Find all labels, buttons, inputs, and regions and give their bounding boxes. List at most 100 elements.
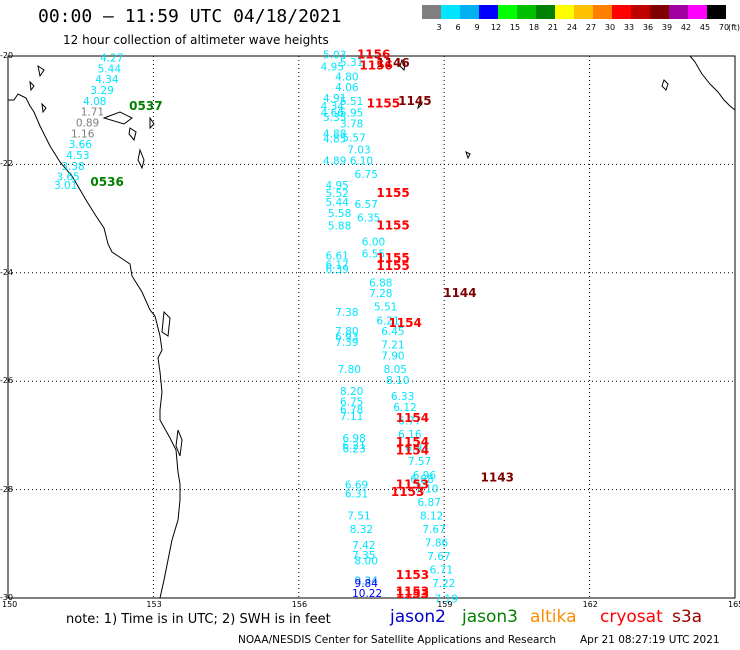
swh-value: 6.17 [325,259,348,271]
swh-value: 7.28 [369,288,392,300]
legend-label: 42 [681,23,691,32]
swh-value: 6.93 [405,443,428,455]
lat-tick-label: -28 [0,484,14,494]
pass-time-label: 1146 [376,56,409,70]
swh-value: 1.71 [81,107,104,119]
legend-swatch [707,5,726,19]
island-coast [149,116,155,130]
swh-value: 6.96 [413,470,437,482]
swh-value: 7.42 [352,540,375,552]
swh-value: 6.12 [393,402,416,414]
swh-value: 4.89 [323,155,346,167]
swh-value: 6.93 [335,332,358,344]
swh-value: 3.01 [54,180,77,192]
footer-note: note: 1) Time is in UTC; 2) SWH is in fe… [66,612,331,627]
swh-value: 6.57 [355,199,378,211]
swh-value: 8.32 [350,524,373,536]
page-title: 00:00 – 11:59 UTC 04/18/2021 [38,6,342,27]
swh-value: 5.03 [323,50,346,62]
swh-value: 5.44 [98,63,122,75]
pass-time-label: 1153 [396,568,429,582]
coastline [8,55,736,599]
swh-value: 4.34 [321,101,345,113]
legend-swatch [422,5,441,19]
legend-swatch [460,5,479,19]
legend-swatch [555,5,574,19]
island-coast [102,111,133,125]
pass-time-label: 1153 [396,587,429,601]
swh-value: 5.35 [323,112,346,124]
pass-time-label: 1155 [376,259,409,273]
pass-times: 0537053611561146115611451155115511551155… [90,48,514,601]
swh-value: 4.53 [66,150,89,162]
swh-value: 4.95 [325,180,348,192]
swh-value: 8.00 [355,555,378,567]
island-coast [465,151,471,160]
new-caledonia-coast [689,55,736,111]
swh-value: 7.11 [340,411,363,423]
satellite-s3a: s3a [672,607,703,627]
swh-value: 5.51 [340,96,363,108]
pass-time-label: 1156 [357,48,390,62]
swh-value: 6.98 [342,433,365,445]
swh-value: 6.87 [418,497,441,509]
swh-value: 4.95 [321,62,344,74]
island-coast [161,310,171,337]
swh-value: 6.75 [340,397,363,409]
swh-value: 7.38 [335,307,358,319]
pass-time-label: 1154 [396,411,429,425]
legend-label: 30 [605,23,615,32]
map-grid [7,55,736,599]
swh-value: 3.65 [56,172,79,184]
legend-swatch [517,5,536,19]
legend-unit: (ft) [728,23,740,32]
pass-time-label: 0537 [129,99,162,113]
lon-tick-label: 162 [582,600,598,609]
legend-label: 24 [567,23,577,32]
island-coast [661,79,669,91]
swh-value: 7.10 [415,483,438,495]
swh-value: 3.78 [340,119,363,131]
swh-value: 7.35 [352,550,375,562]
swh-value: 5.58 [328,208,351,220]
swh-value: 4.80 [335,71,358,83]
swh-value: 4.06 [335,82,359,94]
swh-value: 8.05 [384,364,407,376]
swh-value: 1.16 [71,128,95,140]
swh-value: 9.84 [355,578,379,590]
swh-value: 6.31 [345,489,368,501]
swh-values: 4.275.444.343.294.081.710.891.163.664.53… [54,50,458,606]
swh-value: 3.66 [69,139,93,151]
swh-value: 9.34 [355,575,379,587]
swh-value: 4.91 [323,93,346,105]
island-coast [417,98,423,110]
legend-label: 12 [491,23,501,32]
footer-credit: NOAA/NESDIS Center for Satellite Applica… [238,634,556,646]
legend-label: 27 [586,23,596,32]
swh-value: 4.88 [323,128,346,140]
pass-time-label: 1153 [396,478,429,492]
pass-time-label: 1155 [376,186,409,200]
legend-label: 70 [719,23,729,32]
swh-value: 4.66 [321,108,345,120]
island-coast [37,64,45,78]
lat-tick-label: -30 [0,593,14,602]
swh-value: 7.90 [381,351,404,363]
swh-value: 5.52 [325,188,348,200]
swh-value: 7.19 [435,593,458,605]
swh-value: 6.55 [362,249,385,261]
lat-tick-label: -22 [0,159,14,169]
lon-tick-label: 165 [728,600,740,609]
lon-tick-label: 153 [146,600,162,609]
footer-timestamp: Apr 21 08:27:19 UTC 2021 [580,634,720,646]
pass-time-label: 1156 [359,59,392,73]
swh-value: 6.33 [391,391,414,403]
swh-value: 7.80 [338,364,361,376]
pass-time-label: 1154 [388,316,421,330]
swh-value: 7.21 [381,340,404,352]
swh-value: 6.10 [350,155,373,167]
lat-tick-label: -26 [0,376,14,386]
swh-value: 6.69 [345,480,368,492]
swh-value: 4.34 [95,74,119,86]
satellite-jason2: jason2 [390,607,446,627]
